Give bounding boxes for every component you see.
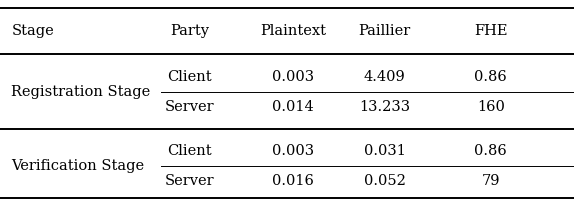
Text: Party: Party xyxy=(170,24,209,38)
Text: Server: Server xyxy=(165,174,214,188)
Text: Plaintext: Plaintext xyxy=(260,24,325,38)
Text: 0.86: 0.86 xyxy=(474,144,507,158)
Text: Paillier: Paillier xyxy=(358,24,411,38)
Text: Verification Stage: Verification Stage xyxy=(11,159,145,173)
Text: Client: Client xyxy=(167,144,212,158)
Text: Server: Server xyxy=(165,100,214,114)
Text: 0.052: 0.052 xyxy=(364,174,405,188)
Text: Client: Client xyxy=(167,70,212,84)
Text: 0.014: 0.014 xyxy=(272,100,313,114)
Text: 0.031: 0.031 xyxy=(364,144,405,158)
Text: Registration Stage: Registration Stage xyxy=(11,85,151,99)
Text: FHE: FHE xyxy=(474,24,507,38)
Text: 79: 79 xyxy=(482,174,500,188)
Text: 0.016: 0.016 xyxy=(272,174,313,188)
Text: 0.003: 0.003 xyxy=(272,144,314,158)
Text: Stage: Stage xyxy=(11,24,54,38)
Text: 13.233: 13.233 xyxy=(359,100,410,114)
Text: 0.003: 0.003 xyxy=(272,70,314,84)
Text: 0.86: 0.86 xyxy=(474,70,507,84)
Text: 160: 160 xyxy=(477,100,505,114)
Text: 4.409: 4.409 xyxy=(364,70,405,84)
